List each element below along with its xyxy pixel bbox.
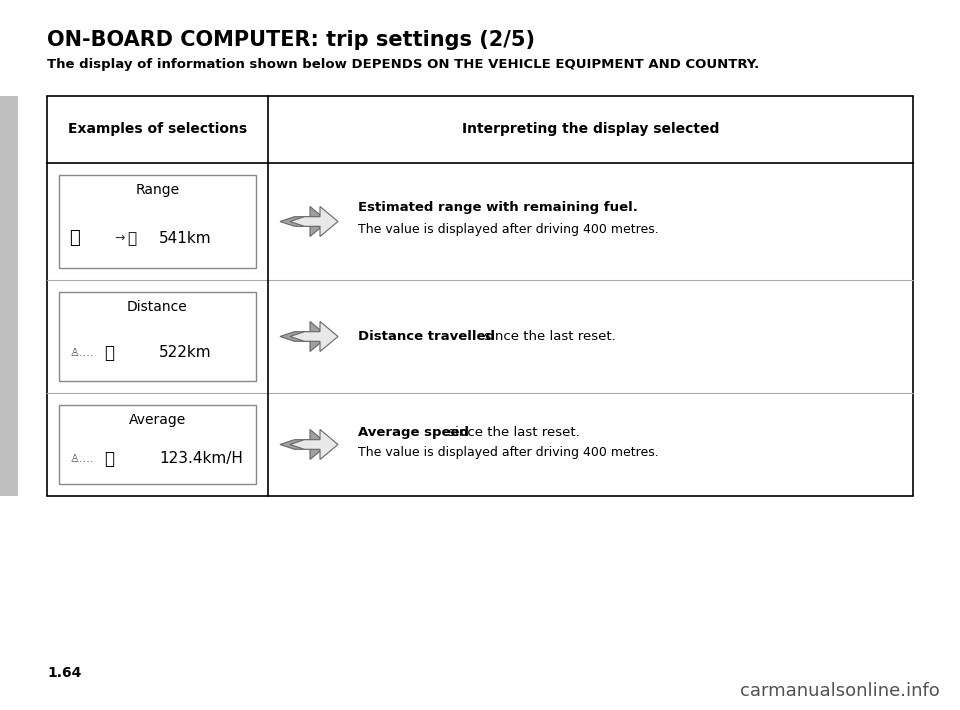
Bar <box>59 175 256 268</box>
Text: Distance: Distance <box>127 300 188 314</box>
Text: since the last reset.: since the last reset. <box>480 330 615 343</box>
Text: Average: Average <box>129 413 186 427</box>
Text: The display of information shown below DEPENDS ON THE VEHICLE EQUIPMENT AND COUN: The display of information shown below D… <box>47 58 759 71</box>
Text: 123.4km/H: 123.4km/H <box>159 452 243 466</box>
Text: Distance travelled: Distance travelled <box>358 330 495 343</box>
Text: 522km: 522km <box>159 345 211 360</box>
Text: 541km: 541km <box>159 231 211 246</box>
Text: since the last reset.: since the last reset. <box>444 426 580 439</box>
Text: Examples of selections: Examples of selections <box>68 123 247 136</box>
Text: The value is displayed after driving 400 metres.: The value is displayed after driving 400… <box>358 446 659 459</box>
Text: 🚗: 🚗 <box>69 229 80 247</box>
Text: ON-BOARD COMPUTER: trip settings (2/5): ON-BOARD COMPUTER: trip settings (2/5) <box>47 30 535 50</box>
Text: ⛽: ⛽ <box>127 231 136 246</box>
Text: 🚗: 🚗 <box>104 344 114 361</box>
Text: 1.64: 1.64 <box>47 666 82 680</box>
Polygon shape <box>290 430 338 459</box>
Text: Estimated range with remaining fuel.: Estimated range with remaining fuel. <box>358 201 637 214</box>
Text: Average speed: Average speed <box>358 426 469 439</box>
Text: 🚗: 🚗 <box>104 449 114 468</box>
Text: The value is displayed after driving 400 metres.: The value is displayed after driving 400… <box>358 223 659 236</box>
Polygon shape <box>280 322 328 351</box>
Text: Interpreting the display selected: Interpreting the display selected <box>462 123 719 136</box>
Polygon shape <box>290 322 338 351</box>
Text: →: → <box>114 231 125 245</box>
Polygon shape <box>290 207 338 236</box>
Bar <box>47 96 913 496</box>
Text: carmanualsonline.info: carmanualsonline.info <box>740 682 940 700</box>
Polygon shape <box>280 430 328 459</box>
Bar <box>59 405 256 484</box>
Bar <box>59 292 256 381</box>
Text: ♙....: ♙.... <box>69 347 93 358</box>
Bar <box>0 96 18 496</box>
Text: ♙....: ♙.... <box>69 454 93 464</box>
Text: Range: Range <box>135 183 180 197</box>
Polygon shape <box>280 207 328 236</box>
